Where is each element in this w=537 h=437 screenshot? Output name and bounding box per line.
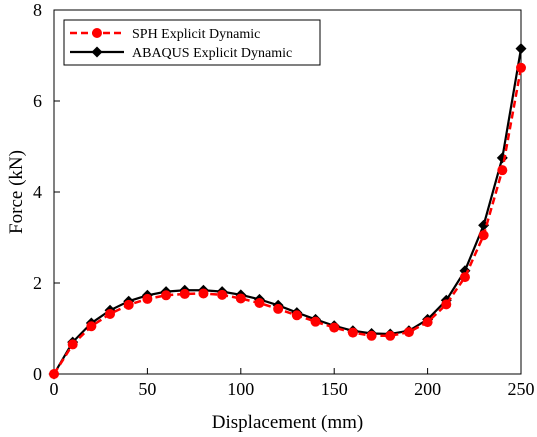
series-0-point-17 [366, 330, 377, 341]
series-0-point-8 [198, 288, 209, 299]
series-0-point-2 [86, 321, 97, 332]
x-tick-label-0: 0 [50, 379, 59, 399]
series-1-point-24 [496, 152, 508, 164]
series-0-point-16 [347, 327, 358, 338]
legend-box [63, 19, 321, 66]
series-0-point-10 [235, 293, 246, 304]
legend-marker-1 [91, 46, 103, 58]
series-1-point-25 [515, 43, 527, 55]
y-tick-label-3: 6 [33, 91, 42, 111]
tick-layer: 0 50 100 150 200 250 0 2 4 6 8 [33, 0, 535, 399]
series-0-point-15 [329, 322, 340, 333]
series-0-point-6 [161, 290, 172, 301]
series-0-point-7 [179, 288, 190, 299]
y-tick-label-1: 2 [33, 273, 42, 293]
series-0-point-20 [422, 317, 433, 328]
y-tick-label-0: 0 [33, 364, 42, 384]
series-0-point-19 [403, 327, 414, 338]
x-tick-label-1: 50 [138, 379, 156, 399]
series-0-point-21 [441, 299, 452, 310]
y-axis-title: Force (kN) [6, 150, 27, 234]
series-line-1 [53, 48, 523, 375]
series-0-point-23 [478, 230, 489, 241]
series-1 [48, 43, 527, 380]
y-tick-label-2: 4 [33, 182, 42, 202]
series-0-point-1 [67, 339, 78, 350]
series-layer [48, 43, 527, 380]
x-tick-label-4: 200 [414, 379, 441, 399]
series-0-point-11 [254, 298, 265, 309]
legend-label-0: SPH Explicit Dynamic [132, 27, 260, 42]
series-0-point-9 [217, 289, 228, 300]
legend-marker-0 [92, 28, 102, 38]
series-0-point-0 [49, 369, 59, 379]
x-tick-label-3: 150 [321, 379, 348, 399]
series-0-point-5 [142, 293, 153, 304]
series-0-point-18 [385, 330, 396, 341]
x-tick-label-5: 250 [508, 379, 535, 399]
y-tick-label-4: 8 [33, 0, 42, 20]
series-0 [49, 62, 526, 379]
series-0-point-24 [497, 165, 508, 176]
legend-label-1: ABAQUS Explicit Dynamic [132, 46, 292, 61]
x-tick-label-2: 100 [227, 379, 254, 399]
legend: SPH Explicit Dynamic ABAQUS Explicit Dyna… [63, 19, 321, 66]
series-0-point-13 [291, 310, 302, 321]
x-axis-title: Displacement (mm) [212, 412, 363, 433]
series-0-point-14 [310, 316, 321, 327]
series-0-point-25 [516, 62, 526, 73]
series-line-0 [52, 67, 523, 375]
series-0-point-22 [459, 272, 470, 283]
series-0-point-12 [273, 303, 284, 314]
series-0-point-4 [123, 299, 134, 310]
series-0-point-3 [105, 308, 116, 319]
